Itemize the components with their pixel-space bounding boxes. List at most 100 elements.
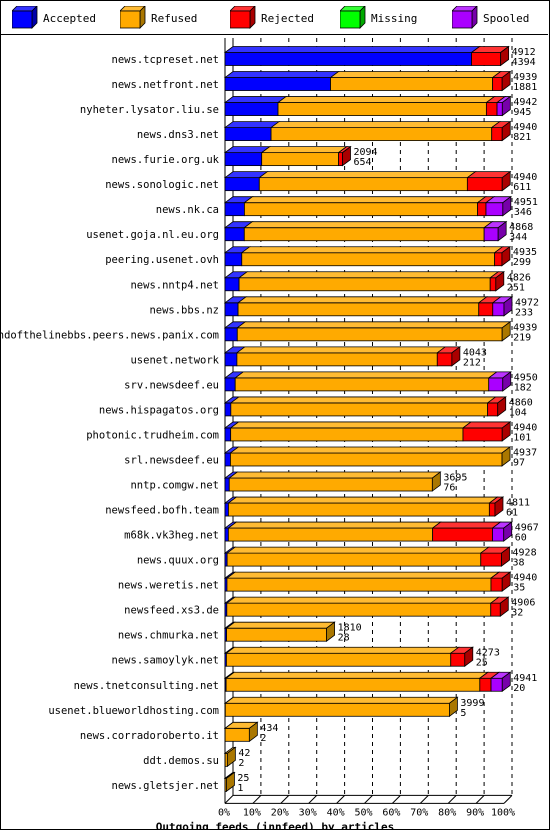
accepted-value-label: 233	[515, 307, 533, 318]
bar-segment-accepted	[224, 177, 260, 192]
total-value-label: 4940	[513, 573, 537, 584]
host-label: usenet.goja.nl.eu.org	[86, 229, 219, 241]
total-value-label: 4972	[515, 297, 539, 308]
legend-swatch-missing	[339, 5, 366, 29]
bar-top-accepted	[223, 121, 281, 128]
total-value-label: 3695	[443, 473, 467, 484]
total-value-label: 4935	[513, 247, 537, 258]
bar-top-accepted	[223, 46, 481, 53]
x-tick-label: 40%	[327, 807, 345, 818]
bar-top-refused	[240, 246, 504, 254]
bar-segment-accepted	[224, 77, 331, 91]
bar-segment-refused	[238, 277, 491, 292]
bar-segment-accepted	[224, 402, 232, 417]
total-value-label: 4868	[509, 222, 533, 233]
bar-side	[226, 771, 235, 793]
x-tick-label: 0%	[218, 807, 230, 818]
legend-swatch-rejected	[229, 5, 256, 29]
accepted-value-label: 344	[509, 232, 527, 243]
accepted-value-label: 654	[354, 157, 372, 168]
x-tick-label: 30%	[299, 807, 317, 818]
accepted-value-label: 5	[460, 708, 466, 719]
total-value-label: 1810	[338, 623, 362, 634]
bar-segment-spooled	[483, 227, 499, 242]
bar-segment-accepted	[224, 527, 229, 542]
bar-segment-rejected	[485, 102, 498, 116]
bar-segment-rejected	[491, 127, 503, 141]
accepted-value-label: 1	[237, 783, 243, 794]
bar-segment-rejected	[479, 677, 492, 692]
bar-top-accepted	[223, 71, 340, 78]
total-value-label: 4939	[513, 322, 537, 333]
bar-segment-accepted	[224, 127, 272, 141]
bar-top-refused	[228, 471, 442, 479]
host-label: nyheter.lysator.liu.se	[80, 104, 219, 116]
total-value-label: 4928	[513, 548, 537, 559]
bar-side	[501, 671, 511, 693]
total-value-label: 434	[260, 723, 278, 734]
bar-segment-accepted	[224, 477, 230, 492]
bar-top-refused	[237, 271, 500, 279]
legend-item-accepted: Accepted	[11, 5, 96, 29]
legend-label: Refused	[151, 12, 198, 25]
bar-side	[342, 145, 351, 167]
bar-segment-refused	[236, 352, 438, 367]
bar-side	[500, 45, 510, 67]
total-value-label: 2094	[354, 147, 378, 158]
gridline-floor	[224, 795, 234, 804]
bar-segment-refused	[243, 227, 485, 242]
total-value-label: 4942	[513, 97, 537, 108]
total-value-label: 4941	[513, 673, 537, 684]
bar-segment-accepted	[224, 327, 238, 342]
x-tick-label: 20%	[271, 807, 289, 818]
accepted-value-label: 4394	[512, 57, 536, 68]
bar-segment-refused	[277, 102, 487, 116]
total-value-label: 4811	[506, 498, 530, 509]
legend-swatch-refused	[119, 5, 146, 29]
total-value-label: 4860	[509, 397, 533, 408]
accepted-value-label: 2	[260, 733, 266, 744]
accepted-value-label: 60	[515, 533, 527, 544]
bar-top-refused	[236, 321, 512, 329]
gridline-floor	[419, 795, 429, 804]
bar-segment-refused	[234, 377, 490, 392]
accepted-value-label: 611	[513, 182, 531, 193]
host-label: endofthelinebbs.peers.news.panix.com	[0, 329, 219, 341]
gridline-floor	[252, 795, 262, 804]
gridline-floor	[364, 795, 373, 804]
host-label: news.bbs.nz	[149, 304, 219, 316]
bar-top-refused	[225, 546, 490, 554]
bar-segment-refused	[258, 177, 468, 192]
bar-segment-rejected	[492, 77, 503, 91]
host-label: nntp.comgw.net	[130, 480, 219, 492]
bar-segment-accepted	[224, 502, 229, 517]
host-label: m68k.vk3heg.net	[124, 530, 219, 542]
bar-segment-accepted	[224, 102, 279, 116]
accepted-value-label: 219	[513, 332, 531, 343]
bar-side	[501, 446, 511, 467]
bar-segment-accepted	[224, 302, 239, 317]
total-value-label: 25	[237, 773, 249, 784]
x-tick-label: 50%	[354, 807, 372, 818]
legend-item-rejected: Rejected	[229, 5, 314, 29]
bar-side	[501, 95, 511, 117]
bar-segment-refused	[226, 652, 452, 667]
gridline-floor	[447, 795, 457, 804]
bar-top-refused	[229, 446, 512, 454]
bar-side	[326, 621, 335, 642]
total-value-label: 4273	[476, 648, 500, 659]
bar-segment-refused	[261, 152, 339, 167]
bar-top-refused	[229, 396, 497, 404]
bar-segment-rejected	[490, 602, 501, 617]
bar-segment-rejected	[471, 52, 502, 66]
bar-segment-rejected	[338, 152, 343, 167]
accepted-value-label: 251	[507, 282, 525, 293]
legend-swatch-accepted	[11, 5, 38, 29]
x-tick-label: 80%	[438, 807, 456, 818]
bar-segment-rejected	[480, 552, 502, 567]
bar-top-accepted	[223, 96, 288, 103]
accepted-value-label: 97	[513, 457, 525, 468]
bar-segment-refused	[237, 302, 480, 317]
legend-swatch-spooled	[451, 5, 478, 29]
accepted-value-label: 20	[513, 683, 525, 694]
